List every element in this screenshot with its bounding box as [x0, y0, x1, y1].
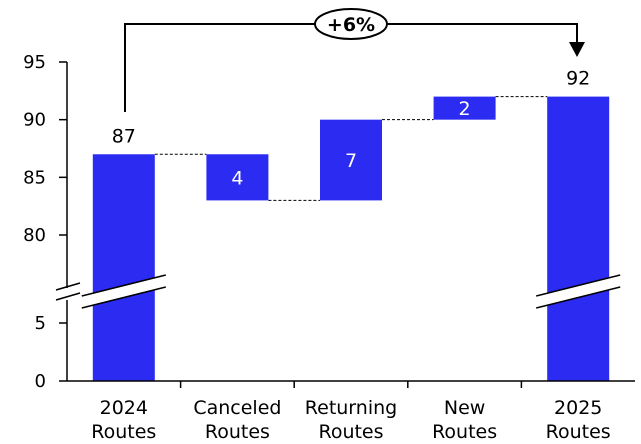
y-tick-label: 85 — [23, 167, 46, 188]
axes-group — [55, 62, 635, 382]
axis-break-gap — [536, 275, 621, 308]
category-label-line2: Routes — [318, 421, 383, 443]
value-labels-group: 87 4 7 2 92 — [112, 68, 591, 190]
category-label-line1: Canceled — [193, 397, 281, 419]
bar — [320, 119, 382, 201]
connector-lines — [154, 96, 548, 201]
growth-badge — [314, 8, 388, 40]
bar-value-label: 87 — [112, 125, 136, 147]
growth-annotation: +6% — [124, 8, 585, 112]
bar — [92, 154, 155, 381]
bars-group — [92, 96, 610, 381]
growth-badge-text: +6% — [327, 14, 375, 36]
bar-value-label: 4 — [231, 167, 243, 189]
y-tick-label: 5 — [35, 313, 46, 334]
category-labels-group: 2024RoutesCanceledRoutesReturningRoutesN… — [91, 397, 610, 443]
category-label-line1: 2025 — [554, 397, 602, 419]
y-tick-label: 95 — [23, 52, 46, 73]
axis-break-line — [536, 286, 621, 309]
growth-arrowhead-icon — [569, 42, 585, 57]
axis-break-line — [81, 286, 166, 309]
category-label-line1: New — [444, 397, 485, 419]
axis-break-mark-bottom — [55, 292, 81, 301]
bar — [206, 154, 269, 201]
category-label-line2: Routes — [546, 421, 611, 443]
y-tick-label: 80 — [23, 225, 46, 246]
bar-value-label: 2 — [459, 98, 471, 120]
y-tick-label: 0 — [35, 371, 46, 392]
axis-break-line — [536, 274, 621, 297]
axis-break-line — [81, 274, 166, 297]
axis-break-gap — [81, 275, 166, 308]
x-ticks-group — [179, 381, 523, 388]
category-label-line1: Returning — [305, 397, 397, 419]
category-label-line2: Routes — [91, 421, 156, 443]
bar — [433, 96, 496, 120]
y-ticks-group: 0 5 80 85 90 95 — [23, 52, 67, 392]
bar-value-label: 7 — [345, 150, 357, 172]
bar-break-marks — [81, 274, 621, 309]
category-label-line2: Routes — [205, 421, 270, 443]
bar — [547, 96, 610, 381]
bar-value-label: 92 — [566, 68, 590, 90]
y-tick-label: 90 — [23, 110, 46, 131]
category-label-line1: 2024 — [100, 397, 148, 419]
axis-break-mark-top — [55, 282, 81, 291]
category-label-line2: Routes — [432, 421, 497, 443]
